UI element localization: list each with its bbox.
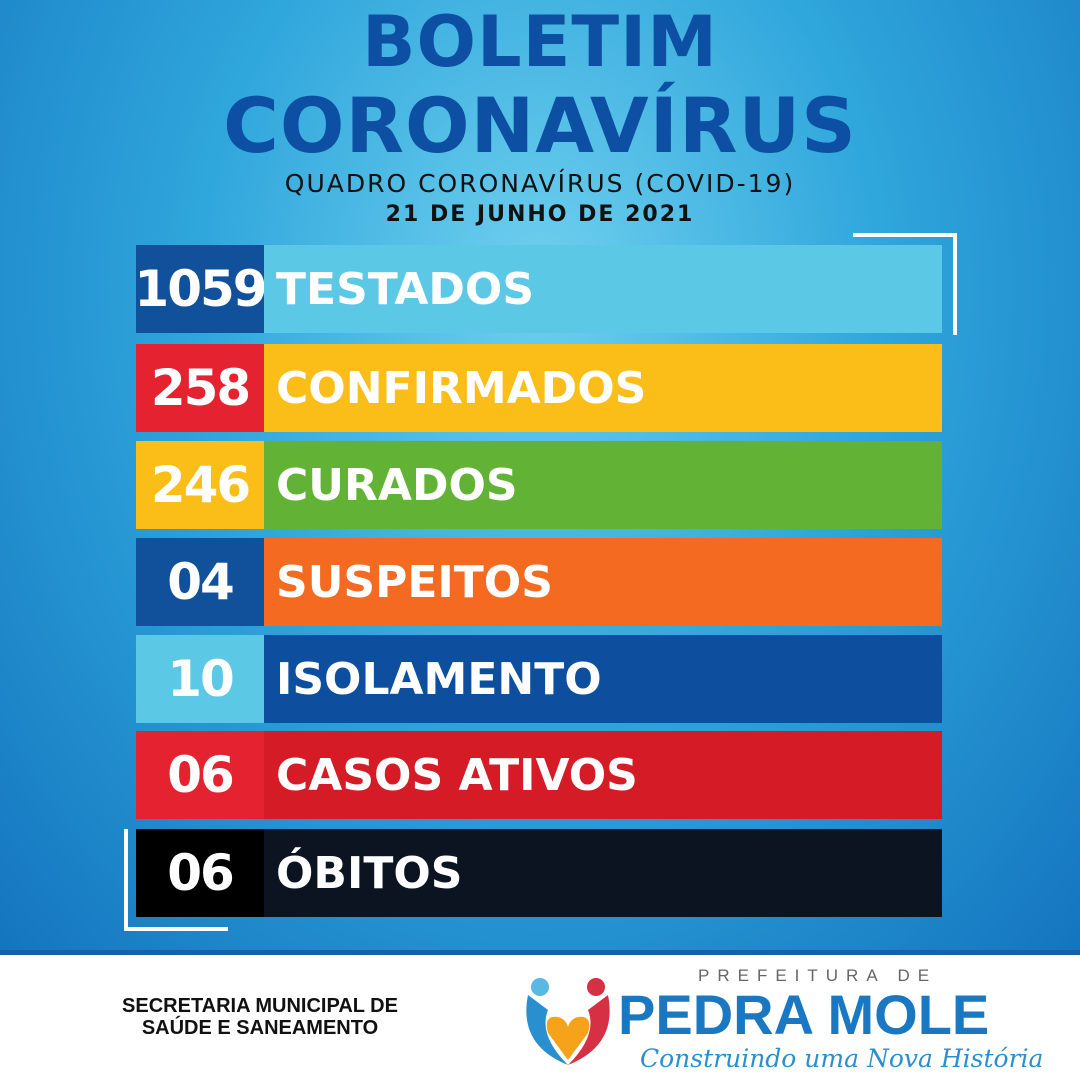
title-line1: BOLETIM [362, 1, 718, 83]
stat-label: CASOS ATIVOS [264, 731, 942, 819]
stat-label: ISOLAMENTO [264, 635, 942, 723]
stat-label: CONFIRMADOS [264, 344, 942, 432]
decorative-corner [853, 233, 957, 335]
stat-row: 258 CONFIRMADOS [136, 344, 942, 432]
decorative-corner [124, 829, 228, 931]
stat-value: 06 [136, 731, 264, 819]
logo-prefix: PREFEITURA DE [698, 966, 938, 985]
pedra-mole-logo: PREFEITURA DE PEDRA MOLE Construindo uma… [518, 965, 1058, 1077]
stat-value: 1059 [134, 245, 268, 333]
date: 21 DE JUNHO DE 2021 [385, 202, 695, 227]
stat-value: 258 [136, 344, 264, 432]
title-line2: CORONAVÍRUS [223, 81, 857, 170]
stat-row: 10 ISOLAMENTO [136, 635, 942, 723]
stat-label: SUSPEITOS [264, 538, 942, 626]
subtitle: QUADRO CORONAVÍRUS (COVID-19) [284, 169, 796, 198]
footer: SECRETARIA MUNICIPAL DE SAÚDE E SANEAMEN… [0, 950, 1080, 1080]
stat-value: 04 [136, 538, 264, 626]
stat-row: 06 ÓBITOS [136, 829, 942, 917]
secretaria-line2: SAÚDE E SANEAMENTO [141, 1017, 379, 1039]
stat-label: CURADOS [264, 441, 942, 529]
logo-slogan: Construindo uma Nova História [640, 1044, 1044, 1073]
stat-row: 04 SUSPEITOS [136, 538, 942, 626]
stat-label: ÓBITOS [264, 829, 942, 917]
stat-label: TESTADOS [264, 245, 942, 333]
secretaria-text: SECRETARIA MUNICIPAL DE SAÚDE E SANEAMEN… [70, 995, 450, 1039]
stat-value: 06 [136, 829, 264, 917]
secretaria-line1: SECRETARIA MUNICIPAL DE [122, 995, 398, 1017]
stat-row: 1059 TESTADOS [134, 245, 942, 333]
stat-value: 246 [136, 441, 264, 529]
logo-name: PEDRA MOLE [618, 983, 990, 1046]
heart-people-icon [526, 978, 610, 1065]
stat-row: 06 CASOS ATIVOS [136, 731, 942, 819]
stat-row: 246 CURADOS [136, 441, 942, 529]
stat-value: 10 [136, 635, 264, 723]
